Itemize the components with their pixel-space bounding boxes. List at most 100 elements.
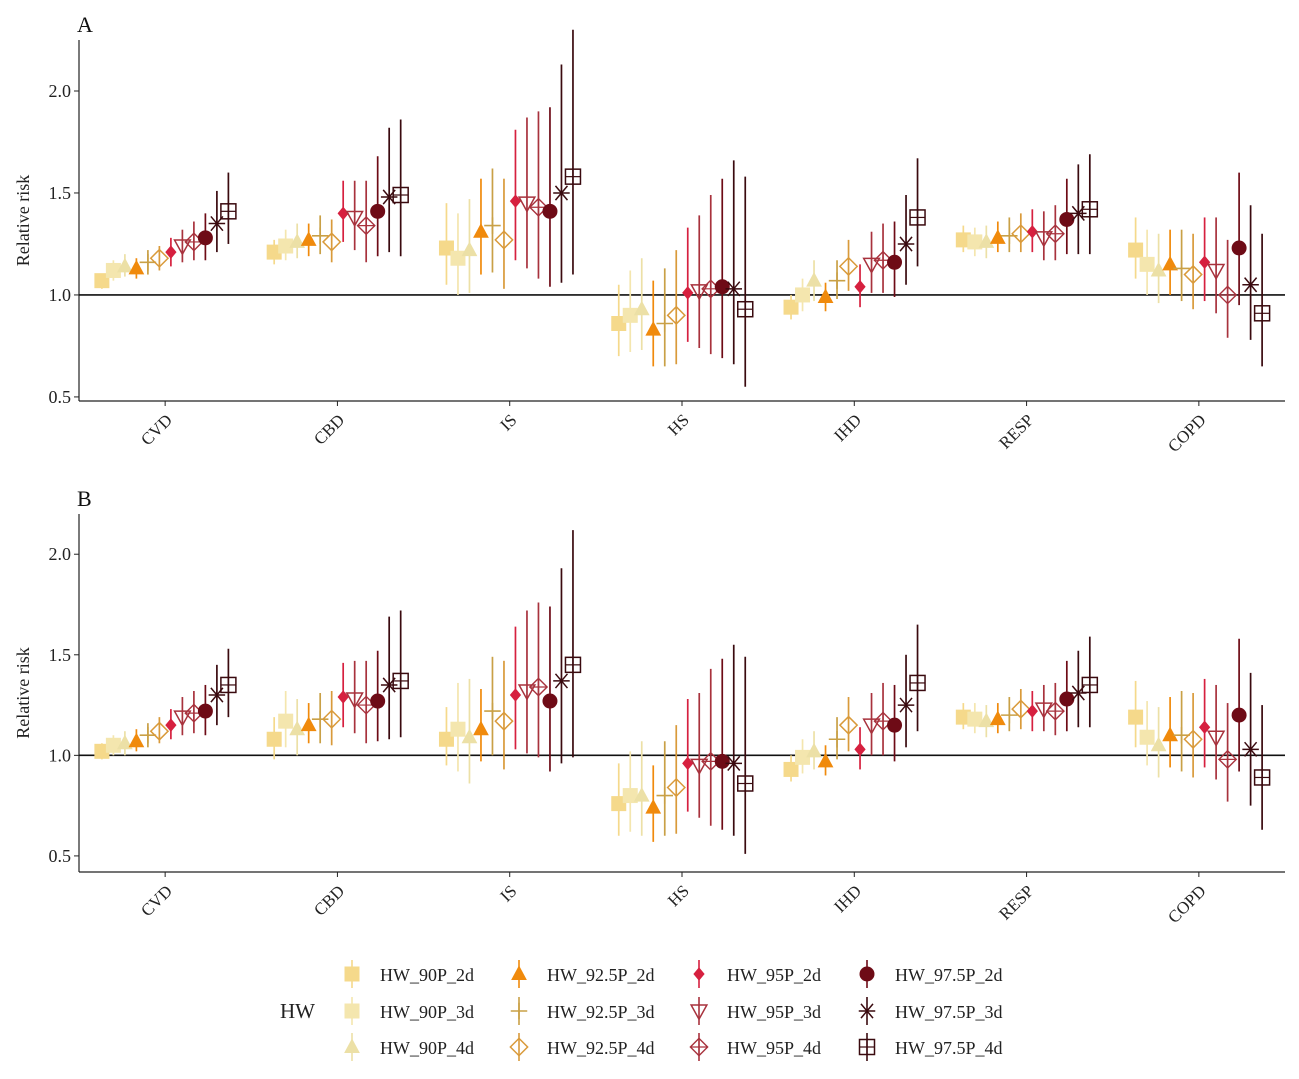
point-marker bbox=[266, 244, 282, 260]
data-point bbox=[484, 168, 501, 273]
data-point bbox=[509, 626, 522, 750]
point-marker bbox=[266, 731, 282, 747]
point-marker bbox=[1162, 255, 1178, 271]
data-point bbox=[1253, 705, 1271, 830]
point-marker bbox=[1128, 242, 1144, 258]
point-marker bbox=[311, 227, 329, 245]
data-point bbox=[1045, 682, 1065, 736]
point-marker bbox=[1150, 261, 1167, 277]
point-marker bbox=[978, 712, 995, 728]
legend-label: HW_90P_2d bbox=[380, 965, 474, 985]
point-marker bbox=[542, 203, 558, 219]
point-marker bbox=[645, 799, 662, 814]
legend-key-marker bbox=[689, 1004, 709, 1021]
data-point bbox=[461, 678, 478, 784]
data-point bbox=[1001, 697, 1018, 732]
data-point bbox=[345, 180, 364, 251]
data-point bbox=[1183, 693, 1203, 778]
data-point bbox=[165, 709, 177, 740]
legend-key-marker bbox=[344, 1003, 360, 1019]
point-marker bbox=[484, 217, 501, 234]
x-tick-label: RESP bbox=[995, 410, 1037, 452]
x-tick-label: CVD bbox=[137, 881, 176, 920]
point-marker bbox=[197, 230, 213, 246]
data-point bbox=[311, 215, 329, 255]
data-point bbox=[165, 237, 177, 267]
point-marker bbox=[955, 709, 971, 725]
point-marker bbox=[909, 674, 926, 692]
point-marker bbox=[564, 168, 582, 185]
data-point bbox=[473, 688, 489, 762]
data-point bbox=[828, 717, 846, 760]
data-point bbox=[117, 731, 133, 756]
point-marker bbox=[1001, 706, 1018, 724]
data-point bbox=[139, 250, 157, 275]
data-point bbox=[289, 699, 306, 756]
data-point bbox=[909, 158, 926, 267]
data-point bbox=[955, 225, 971, 253]
legend-label: HW_90P_3d bbox=[380, 1002, 474, 1022]
data-point bbox=[783, 294, 799, 320]
data-point bbox=[289, 223, 306, 259]
legend-item: HW_95P_2d bbox=[693, 960, 821, 988]
point-marker bbox=[1206, 263, 1226, 281]
data-point bbox=[220, 648, 237, 718]
data-point bbox=[1026, 209, 1038, 253]
data-point bbox=[795, 739, 811, 774]
point-marker bbox=[509, 688, 522, 702]
data-point bbox=[173, 697, 192, 736]
panel-b: B 0.5 1.0 1.5 2.0 Relative risk CVD CBD IS HS IHD R… bbox=[13, 486, 1285, 927]
data-point bbox=[887, 684, 903, 762]
legend-label: HW_95P_2d bbox=[727, 965, 821, 985]
data-point bbox=[714, 178, 730, 359]
data-point bbox=[795, 278, 811, 312]
legend-item: HW_97.5P_4d bbox=[858, 1033, 1003, 1061]
data-point bbox=[1128, 217, 1144, 279]
data-point bbox=[1173, 690, 1190, 772]
legend-key-marker bbox=[344, 966, 360, 982]
data-point bbox=[783, 755, 799, 782]
legend-item: HW_95P_4d bbox=[689, 1033, 821, 1061]
legend-label: HW_92.5P_4d bbox=[547, 1038, 655, 1058]
point-marker bbox=[1217, 749, 1238, 769]
point-marker bbox=[321, 232, 342, 252]
data-point bbox=[300, 703, 317, 744]
point-marker bbox=[1242, 741, 1259, 757]
x-tick-label: RESP bbox=[995, 881, 1037, 923]
point-marker bbox=[1198, 255, 1211, 270]
point-marker bbox=[1034, 231, 1053, 248]
point-marker bbox=[1231, 707, 1247, 723]
point-marker bbox=[1045, 701, 1065, 721]
data-point bbox=[300, 223, 317, 257]
point-marker bbox=[783, 761, 799, 777]
legend-title: HW bbox=[280, 999, 315, 1023]
panel-label: A bbox=[77, 12, 93, 37]
data-point bbox=[1081, 154, 1099, 255]
point-marker bbox=[392, 186, 409, 204]
data-point bbox=[553, 568, 570, 764]
point-marker bbox=[94, 743, 110, 759]
data-point bbox=[633, 741, 650, 836]
data-point bbox=[909, 624, 926, 732]
point-marker bbox=[656, 787, 673, 804]
data-point bbox=[862, 693, 881, 756]
point-marker bbox=[1173, 260, 1190, 277]
point-marker bbox=[633, 786, 650, 802]
data-point bbox=[806, 731, 822, 770]
data-point bbox=[854, 727, 866, 770]
data-point bbox=[337, 180, 349, 242]
point-marker bbox=[139, 726, 157, 744]
legend-label: HW_97.5P_3d bbox=[895, 1002, 1003, 1022]
data-point bbox=[701, 195, 721, 355]
data-point bbox=[622, 270, 638, 353]
point-marker bbox=[854, 280, 866, 294]
point-marker bbox=[509, 194, 522, 208]
point-marker bbox=[838, 256, 859, 277]
point-marker bbox=[887, 254, 903, 270]
data-point bbox=[461, 199, 478, 293]
point-marker bbox=[828, 731, 846, 748]
point-marker bbox=[828, 272, 846, 289]
legend-key-marker bbox=[510, 1002, 528, 1020]
legend-item: HW_90P_2d bbox=[344, 960, 474, 988]
point-marker bbox=[494, 230, 514, 250]
